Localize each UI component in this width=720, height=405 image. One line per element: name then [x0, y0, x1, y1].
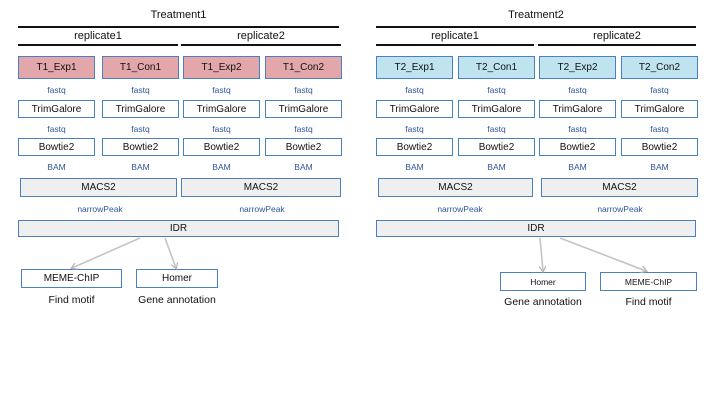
macs2-box[interactable]: MACS2 [378, 178, 533, 197]
bam-label: BAM [650, 162, 669, 172]
sample-box[interactable]: T1_Con1 [102, 56, 179, 79]
bam-label: BAM [568, 162, 587, 172]
bowtie2-box[interactable]: Bowtie2 [265, 138, 342, 156]
narrowpeak-label: narrowPeak [597, 204, 643, 214]
narrowpeak-label: narrowPeak [77, 204, 123, 214]
title-underline [376, 26, 696, 28]
bam-label: BAM [47, 162, 66, 172]
bowtie2-box[interactable]: Bowtie2 [458, 138, 535, 156]
arrow-idr-to-homer [540, 237, 543, 271]
fastq-label: fastq [650, 124, 669, 134]
trimgalore-box[interactable]: TrimGalore [102, 100, 179, 118]
panel-title: Treatment1 [150, 9, 207, 21]
bam-label: BAM [405, 162, 424, 172]
replicate-1-rule [376, 44, 534, 46]
macs2-box[interactable]: MACS2 [541, 178, 698, 197]
sample-box[interactable]: T1_Exp1 [18, 56, 95, 79]
sample-box[interactable]: T2_Con1 [458, 56, 535, 79]
fastq-label: fastq [405, 124, 424, 134]
narrowpeak-label: narrowPeak [437, 204, 483, 214]
fastq-label: fastq [294, 85, 313, 95]
replicate-1-label: replicate1 [431, 30, 479, 42]
bowtie2-box[interactable]: Bowtie2 [18, 138, 95, 156]
sample-box[interactable]: T2_Exp1 [376, 56, 453, 79]
trimgalore-box[interactable]: TrimGalore [265, 100, 342, 118]
macs2-box[interactable]: MACS2 [20, 178, 177, 197]
meme-chip-box[interactable]: MEME-ChIP [600, 272, 697, 291]
bowtie2-box[interactable]: Bowtie2 [376, 138, 453, 156]
replicate-1-label: replicate1 [74, 30, 122, 42]
trimgalore-box[interactable]: TrimGalore [376, 100, 453, 118]
panel-title: Treatment2 [508, 9, 564, 21]
fastq-label: fastq [131, 124, 150, 134]
idr-box[interactable]: IDR [18, 220, 339, 237]
bam-label: BAM [131, 162, 150, 172]
sample-box[interactable]: T2_Con2 [621, 56, 698, 79]
fastq-label: fastq [487, 85, 506, 95]
narrowpeak-label: narrowPeak [239, 204, 285, 214]
fastq-label: fastq [650, 85, 669, 95]
bowtie2-box[interactable]: Bowtie2 [539, 138, 616, 156]
idr-box[interactable]: IDR [376, 220, 696, 237]
title-underline [18, 26, 339, 28]
fastq-label: fastq [294, 124, 313, 134]
gene-annotation-caption: Gene annotation [504, 296, 582, 308]
fastq-label: fastq [568, 85, 587, 95]
sample-box[interactable]: T1_Con2 [265, 56, 342, 79]
replicate-2-label: replicate2 [593, 30, 641, 42]
trimgalore-box[interactable]: TrimGalore [621, 100, 698, 118]
trimgalore-box[interactable]: TrimGalore [539, 100, 616, 118]
bam-label: BAM [294, 162, 313, 172]
fastq-label: fastq [47, 85, 66, 95]
trimgalore-box[interactable]: TrimGalore [18, 100, 95, 118]
bowtie2-box[interactable]: Bowtie2 [183, 138, 260, 156]
sample-box[interactable]: T2_Exp2 [539, 56, 616, 79]
arrow-idr-to-meme-chip [559, 237, 646, 271]
trimgalore-box[interactable]: TrimGalore [183, 100, 260, 118]
replicate-1-rule [18, 44, 178, 46]
bowtie2-box[interactable]: Bowtie2 [621, 138, 698, 156]
fastq-label: fastq [487, 124, 506, 134]
sample-box[interactable]: T1_Exp2 [183, 56, 260, 79]
macs2-box[interactable]: MACS2 [181, 178, 341, 197]
bowtie2-box[interactable]: Bowtie2 [102, 138, 179, 156]
arrow-idr-to-homer [164, 237, 176, 268]
fastq-label: fastq [212, 124, 231, 134]
find-motif-caption: Find motif [48, 294, 95, 306]
fastq-label: fastq [212, 85, 231, 95]
bam-label: BAM [487, 162, 506, 172]
replicate-2-rule [181, 44, 341, 46]
fastq-label: fastq [131, 85, 150, 95]
replicate-2-rule [538, 44, 696, 46]
trimgalore-box[interactable]: TrimGalore [458, 100, 535, 118]
fastq-label: fastq [405, 85, 424, 95]
replicate-2-label: replicate2 [237, 30, 285, 42]
bam-label: BAM [212, 162, 231, 172]
find-motif-caption: Find motif [625, 296, 672, 308]
arrow-idr-to-meme-chip [72, 237, 141, 268]
gene-annotation-caption: Gene annotation [138, 294, 216, 306]
fastq-label: fastq [568, 124, 587, 134]
fastq-label: fastq [47, 124, 66, 134]
